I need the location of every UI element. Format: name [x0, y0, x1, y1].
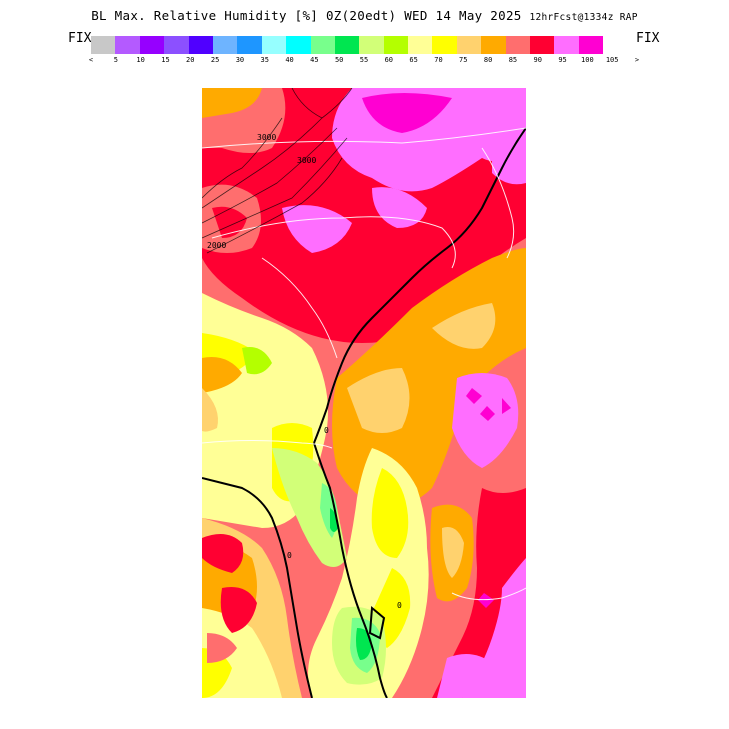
- color-scale-tick: 20: [186, 56, 195, 64]
- color-scale-tick: 25: [210, 56, 220, 64]
- color-swatch[interactable]: [91, 36, 116, 54]
- color-swatch[interactable]: [383, 36, 409, 54]
- color-scale-tick: >: [634, 56, 640, 64]
- color-scale-tick: 60: [384, 56, 394, 64]
- color-swatch[interactable]: [408, 36, 433, 54]
- color-scale-ticks: <5 10 15 20 25 30 35 40 45 50 55 60 65 70 75 80 85 90 95 10…: [88, 56, 640, 66]
- contour-label: 3000: [257, 133, 276, 142]
- color-swatch[interactable]: [310, 36, 335, 54]
- color-swatch[interactable]: [505, 36, 531, 54]
- color-swatch[interactable]: [359, 36, 384, 54]
- color-scale-tick: 65: [409, 56, 418, 64]
- fix-left-button[interactable]: FIX: [68, 31, 92, 46]
- color-swatch[interactable]: [261, 36, 287, 54]
- color-swatch[interactable]: [164, 36, 189, 54]
- color-swatch[interactable]: [286, 36, 311, 54]
- color-scale-tick: 40: [285, 56, 294, 64]
- color-scale-tick: 10: [136, 56, 145, 64]
- color-swatch[interactable]: [578, 36, 604, 54]
- color-scale-bar: [91, 36, 604, 54]
- color-swatch[interactable]: [432, 36, 457, 54]
- color-scale-tick: 70: [434, 56, 443, 64]
- title-sub: 12hrFcst@1334z RAP: [529, 12, 638, 23]
- color-scale-tick: 80: [483, 56, 493, 64]
- color-scale-tick: 100: [581, 56, 594, 64]
- color-swatch[interactable]: [530, 36, 555, 54]
- color-scale-tick: 5: [113, 56, 118, 64]
- contour-label: 0: [287, 551, 292, 560]
- color-scale-tick: 35: [260, 56, 269, 64]
- contour-label: 3000: [297, 156, 316, 165]
- color-scale-tick: 55: [359, 56, 369, 64]
- color-scale-tick: 90: [533, 56, 542, 64]
- humidity-map-svg: 3000 3000 2000 0 0 0: [202, 88, 526, 698]
- color-scale-tick: 85: [508, 56, 518, 64]
- color-swatch[interactable]: [334, 36, 360, 54]
- color-scale-tick: 95: [558, 56, 567, 64]
- color-scale-tick: 30: [235, 56, 245, 64]
- color-scale-tick: 75: [459, 56, 468, 64]
- title-main: BL Max. Relative Humidity [%] 0Z(20edt) …: [91, 8, 522, 23]
- color-swatch[interactable]: [139, 36, 165, 54]
- contour-label: 0: [397, 601, 402, 610]
- color-swatch[interactable]: [481, 36, 506, 54]
- color-swatch[interactable]: [554, 36, 579, 54]
- color-swatch[interactable]: [237, 36, 262, 54]
- color-scale-tick: 45: [310, 56, 319, 64]
- color-swatch[interactable]: [115, 36, 140, 54]
- color-scale-tick: 15: [161, 56, 170, 64]
- color-swatch[interactable]: [456, 36, 482, 54]
- color-scale-tick: 105: [605, 56, 619, 64]
- color-swatch[interactable]: [188, 36, 213, 54]
- color-scale-tick: <: [88, 56, 94, 64]
- fix-right-button[interactable]: FIX: [636, 31, 660, 46]
- color-scale-tick: 50: [334, 56, 344, 64]
- chart-title: BL Max. Relative Humidity [%] 0Z(20edt) …: [0, 8, 729, 23]
- contour-label: 2000: [207, 241, 226, 250]
- contour-label: 0: [324, 426, 329, 435]
- color-swatch[interactable]: [212, 36, 238, 54]
- humidity-map[interactable]: 3000 3000 2000 0 0 0: [202, 88, 526, 698]
